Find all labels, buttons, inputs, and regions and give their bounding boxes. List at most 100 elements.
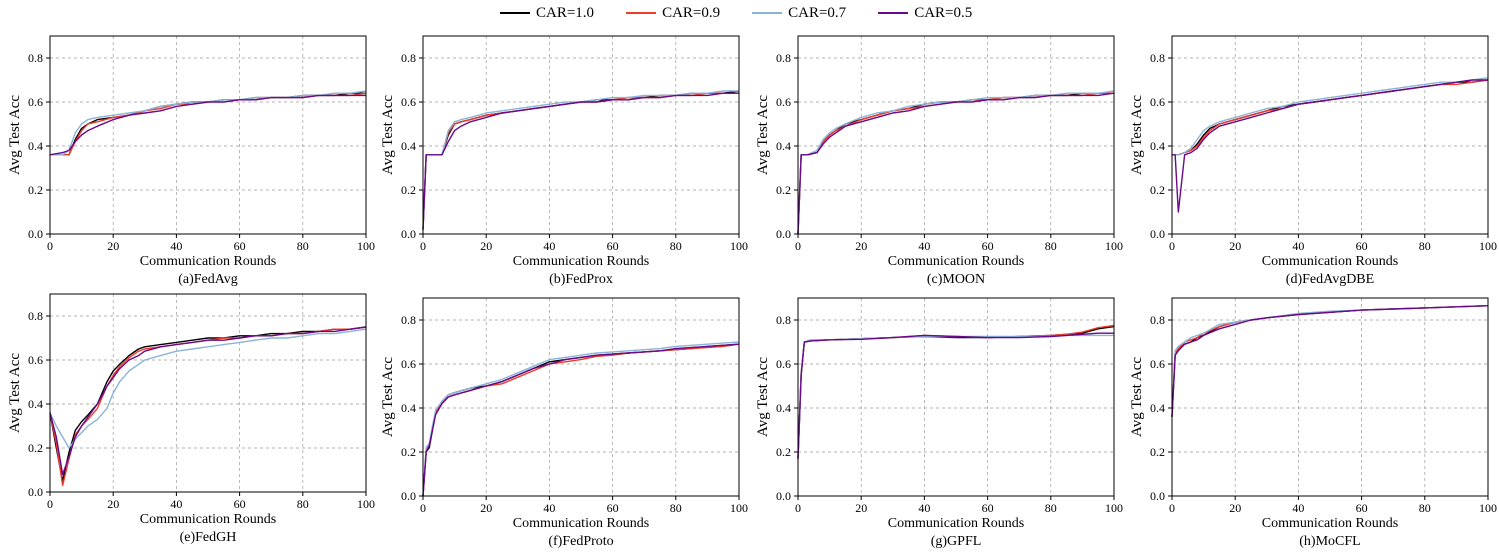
y-tick-label: 0.8 <box>401 313 416 327</box>
series-line-car-0-9 <box>1172 79 1489 156</box>
y-axis-label: Avg Test Acc <box>755 95 771 175</box>
panel-fedprox: 0 20 40 60 80 100 0.0 0.2 0.4 0.6 0.8 Communication… <box>373 30 748 292</box>
series-line-car-1-0 <box>797 325 1115 459</box>
plot-frame <box>1171 35 1489 235</box>
y-tick-label: 0.4 <box>401 401 416 415</box>
chart-moon: 0 20 40 60 80 100 0.0 0.2 0.4 0.6 0.8 Communication… <box>755 35 1123 287</box>
series-line-car-0-9 <box>1171 305 1489 417</box>
subplot-caption: (b)FedProx <box>549 272 613 287</box>
legend-swatch <box>878 12 909 14</box>
x-tick-label: 100 <box>730 239 748 253</box>
grid <box>49 294 367 493</box>
panel-fedproto: 0 20 40 60 80 100 0.0 0.2 0.4 0.6 0.8 Communication… <box>373 292 748 554</box>
series-line-car-0-9 <box>797 324 1115 459</box>
series-line-car-1-0 <box>422 90 740 230</box>
x-tick-label: 100 <box>730 501 748 515</box>
y-tick-label: 0.6 <box>776 95 791 109</box>
x-tick-label: 60 <box>1356 239 1368 253</box>
chart-mocfl: 0 20 40 60 80 100 0.0 0.2 0.4 0.6 0.8 Communication… <box>1129 297 1497 549</box>
x-tick-label: 20 <box>480 501 492 515</box>
x-tick-label: 20 <box>1229 501 1241 515</box>
y-tick-label: 0.8 <box>776 313 791 327</box>
subplot-caption: (g)GPFL <box>931 534 982 549</box>
x-tick-label: 40 <box>170 497 182 511</box>
y-tick-label: 0.0 <box>401 227 416 241</box>
legend-label: CAR=1.0 <box>536 4 595 21</box>
chart-fedavgdbe: 0 20 40 60 80 100 0.0 0.2 0.4 0.6 0.8 Communication… <box>1129 35 1497 287</box>
x-tick-label: 40 <box>1292 239 1304 253</box>
chart-fedgh: 0 20 40 60 80 100 0.0 0.2 0.4 0.6 0.8 Communication… <box>7 293 375 545</box>
y-tick-label: 0.0 <box>1150 489 1165 503</box>
series-line-car-0-9 <box>422 92 739 230</box>
legend-item-car-0-7: CAR=0.7 <box>752 5 846 22</box>
series-line-car-0-9 <box>422 343 740 497</box>
x-tick-label: 0 <box>420 501 426 515</box>
y-tick-label: 0.0 <box>776 227 791 241</box>
legend-swatch <box>626 12 657 14</box>
plot-frame <box>422 297 740 497</box>
y-tick-label: 0.6 <box>401 357 416 371</box>
grid <box>49 36 367 235</box>
series-line-car-0-5 <box>1172 79 1488 213</box>
series-line-car-0-7 <box>422 341 740 497</box>
series-line-car-0-7 <box>797 90 1115 235</box>
x-tick-label: 0 <box>47 239 53 253</box>
x-tick-label: 100 <box>357 239 375 253</box>
y-tick-label: 0.4 <box>1150 401 1165 415</box>
x-tick-label: 0 <box>795 501 801 515</box>
x-tick-label: 0 <box>795 239 801 253</box>
x-tick-label: 80 <box>1045 501 1057 515</box>
x-tick-label: 60 <box>982 501 994 515</box>
x-tick-label: 80 <box>1419 239 1431 253</box>
y-tick-label: 0.8 <box>28 51 43 65</box>
x-tick-label: 40 <box>918 501 930 515</box>
series-line-car-0-5 <box>49 326 367 476</box>
chart-fedprox: 0 20 40 60 80 100 0.0 0.2 0.4 0.6 0.8 Communication… <box>380 35 748 287</box>
y-axis-label: Avg Test Acc <box>755 357 771 437</box>
legend-item-car-1-0: CAR=1.0 <box>500 5 594 22</box>
series-line-car-1-0 <box>49 326 367 482</box>
series-line-car-0-5 <box>422 343 740 497</box>
x-tick-label: 80 <box>297 497 309 511</box>
chart-fedavg: 0 20 40 60 80 100 0.0 0.2 0.4 0.6 0.8 Communication… <box>7 35 375 287</box>
y-tick-label: 0.8 <box>1150 313 1165 327</box>
x-tick-label: 80 <box>1045 239 1057 253</box>
y-tick-label: 0.6 <box>28 95 43 109</box>
y-axis-label: Avg Test Acc <box>380 357 396 437</box>
series-line-car-0-7 <box>797 334 1114 459</box>
subplot-caption: (f)FedProto <box>548 534 613 549</box>
series-line-car-0-5 <box>797 332 1114 459</box>
x-axis-label: Communication Rounds <box>513 516 650 531</box>
x-tick-label: 0 <box>420 239 426 253</box>
series-line-car-0-7 <box>422 90 739 230</box>
plot-frame <box>1171 297 1489 497</box>
y-tick-label: 0.2 <box>401 183 416 197</box>
y-tick-label: 0.6 <box>1150 95 1165 109</box>
x-tick-label: 60 <box>234 497 246 511</box>
series-line-car-1-0 <box>1171 305 1489 417</box>
legend-label: CAR=0.7 <box>788 4 847 21</box>
y-tick-label: 0.6 <box>776 357 791 371</box>
x-tick-label: 60 <box>1356 501 1368 515</box>
y-tick-label: 0.2 <box>776 445 791 459</box>
y-tick-label: 0.0 <box>401 489 416 503</box>
x-tick-label: 60 <box>607 239 619 253</box>
x-tick-label: 100 <box>1479 501 1497 515</box>
series-line-car-0-7 <box>1172 77 1489 156</box>
x-tick-label: 0 <box>47 497 53 511</box>
plot-frame <box>797 35 1115 235</box>
series-line-car-0-5 <box>1171 305 1489 417</box>
y-tick-label: 0.2 <box>401 445 416 459</box>
y-tick-label: 0.2 <box>776 183 791 197</box>
y-tick-label: 0.8 <box>401 51 416 65</box>
x-tick-label: 80 <box>670 501 682 515</box>
grid <box>1171 36 1489 235</box>
series-line-car-0-7 <box>1171 305 1489 417</box>
subplot-caption: (e)FedGH <box>180 530 237 545</box>
series-line-car-1-0 <box>797 92 1114 235</box>
panel-mocfl: 0 20 40 60 80 100 0.0 0.2 0.4 0.6 0.8 Communication… <box>1122 292 1497 554</box>
y-tick-label: 0.4 <box>401 139 416 153</box>
x-axis-label: Communication Rounds <box>1262 516 1399 531</box>
subplot-caption: (c)MOON <box>927 272 985 287</box>
